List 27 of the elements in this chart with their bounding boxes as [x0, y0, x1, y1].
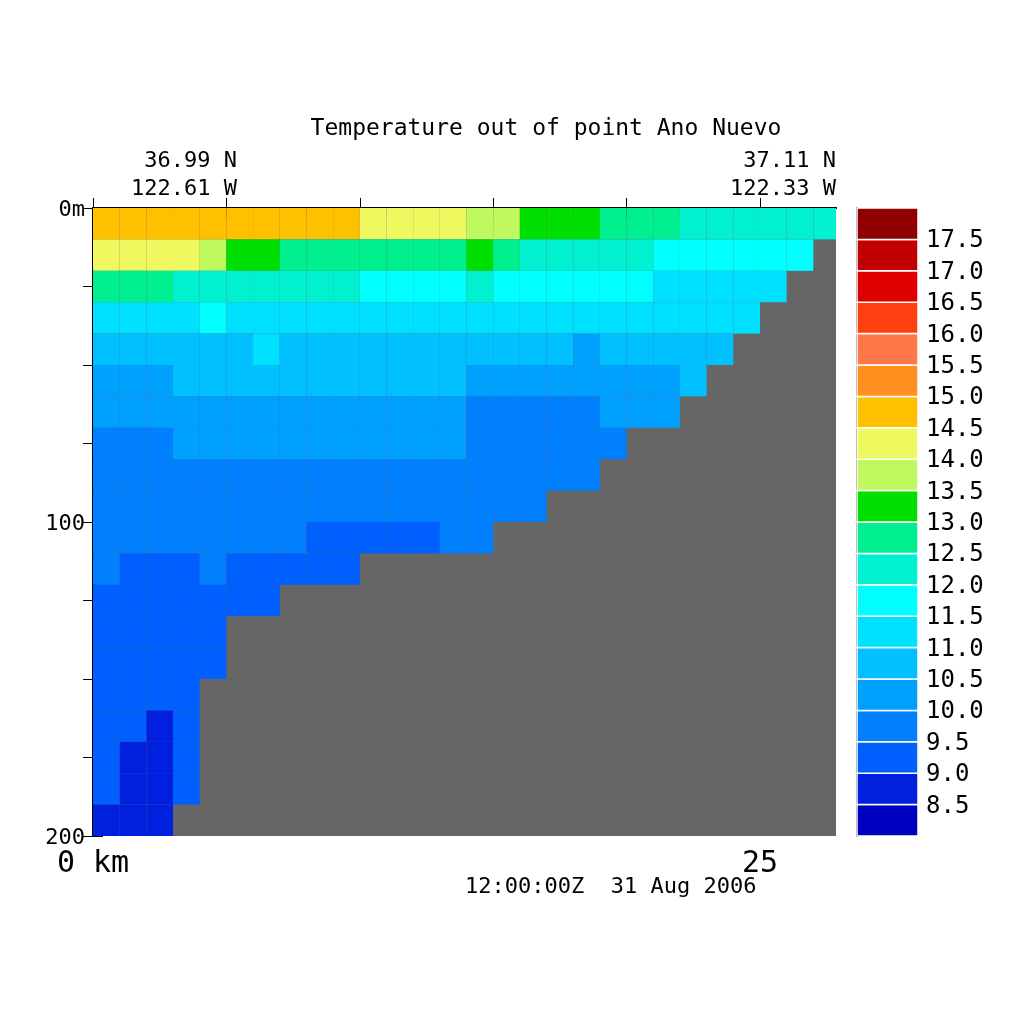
color-bar-label: 16.0: [926, 319, 984, 348]
color-bar-label: 12.5: [926, 539, 984, 568]
color-bar-label: 9.0: [926, 759, 970, 788]
color-bar-label: 14.5: [926, 413, 984, 442]
color-bar-label: 13.5: [926, 476, 984, 505]
chart-title: Temperature out of point Ano Nuevo: [310, 113, 782, 140]
color-bar-label: 10.5: [926, 665, 984, 693]
text: 12:00:00Z 31 Aug 2006: [464, 872, 757, 898]
text: 122.33 W: [730, 174, 837, 200]
y-tick-label: 0m: [58, 195, 85, 221]
color-bar-label: 8.5: [926, 790, 970, 819]
color-bar-label: 10.0: [926, 696, 984, 725]
text: 37.11 N: [743, 146, 836, 172]
color-bar-label: 15.5: [926, 351, 984, 379]
color-bar-label: 17.0: [926, 256, 984, 285]
color-bar-label: 11.5: [926, 602, 984, 631]
color-bar-label: 17.5: [926, 225, 984, 254]
color-bar-label: 15.0: [926, 382, 984, 411]
color-bar-label: 14.0: [926, 445, 984, 474]
text: 36.99 N: [144, 146, 237, 172]
y-tick-label: 100: [45, 509, 85, 535]
text: 122.61 W: [131, 174, 238, 200]
color-bar-label: 16.5: [926, 288, 984, 317]
color-bar-label: 9.5: [926, 727, 970, 756]
color-bar-label: 12.0: [926, 570, 984, 599]
color-bar-label: 11.0: [926, 633, 984, 662]
color-bar-label: 13.0: [926, 508, 984, 536]
